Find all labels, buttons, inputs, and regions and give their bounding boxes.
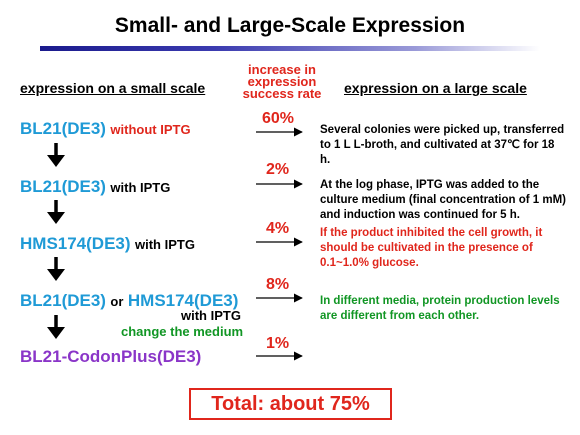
page-title: Small- and Large-Scale Expression (114, 14, 466, 37)
small-scale-header: expression on a small scale (20, 80, 206, 96)
title-underline (40, 46, 540, 51)
note-cultivation: Several colonies were picked up, transfe… (320, 124, 565, 166)
step-5-rate: 1% (266, 335, 290, 352)
note-media: In different media, protein production l… (320, 295, 560, 322)
step-4: BL21(DE3) or HMS174(DE3) (20, 291, 238, 311)
step-4-connector: or (110, 294, 124, 309)
step-5: BL21-CodonPlus(DE3) (20, 347, 201, 367)
down-arrow-4 (47, 315, 65, 339)
down-arrow-2 (47, 200, 65, 224)
note-glucose: If the product inhibited the cell growth… (320, 227, 543, 269)
step-4-strain-alt: HMS174(DE3) (127, 291, 239, 310)
step-1-condition: without IPTG (110, 122, 191, 137)
step-2-condition: with IPTG (110, 180, 171, 195)
step-3-strain: HMS174(DE3) (20, 234, 131, 253)
step-2-rate: 2% (266, 161, 290, 178)
step-3-rate: 4% (266, 220, 290, 237)
note-induction: At the log phase, IPTG was added to the … (320, 179, 566, 221)
total-label: Total: about 75% (211, 392, 370, 415)
step-3-condition: with IPTG (135, 237, 195, 252)
step-2: BL21(DE3) with IPTG (20, 177, 170, 197)
step-4-rate: 8% (266, 276, 290, 293)
step-2-strain: BL21(DE3) (20, 177, 106, 196)
step-5-strain: BL21-CodonPlus(DE3) (20, 347, 202, 366)
step-1-rate: 60% (262, 110, 295, 127)
total-box: Total: about 75% (189, 388, 392, 420)
step-3: HMS174(DE3) with IPTG (20, 234, 195, 254)
rate-header: increase in expression success rate (242, 62, 322, 101)
down-arrow-3 (47, 257, 65, 281)
large-scale-header: expression on a large scale (344, 80, 527, 96)
step-4-condition: with IPTG (181, 308, 241, 323)
step-1-strain: BL21(DE3) (20, 119, 106, 138)
step-4-condition-extra: change the medium (121, 324, 244, 339)
down-arrow-1 (47, 143, 65, 167)
step-1: BL21(DE3) without IPTG (20, 119, 191, 139)
step-4-strain: BL21(DE3) (20, 291, 106, 310)
